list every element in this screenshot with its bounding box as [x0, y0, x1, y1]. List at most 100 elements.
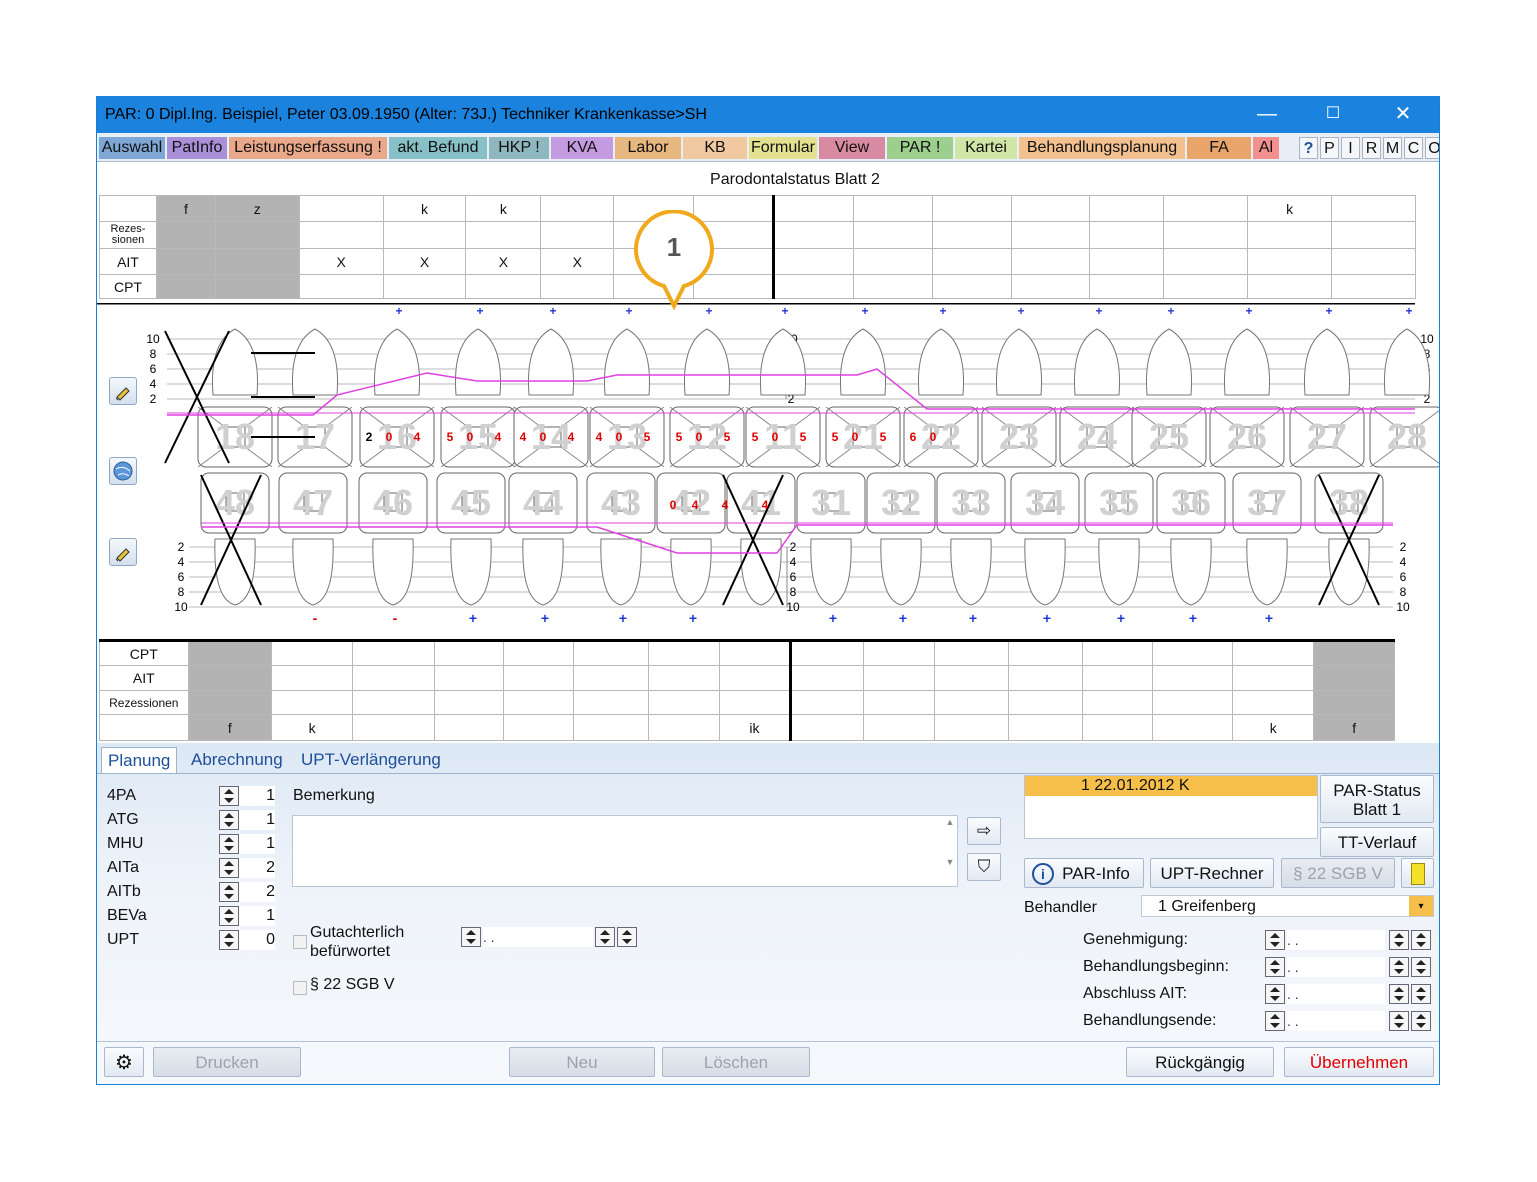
- lower-cell[interactable]: [503, 640, 574, 666]
- date-spinner[interactable]: [1389, 984, 1409, 1004]
- upper-cell[interactable]: [852, 274, 933, 299]
- chevron-down-icon[interactable]: ▾: [1409, 896, 1433, 916]
- lower-cell[interactable]: [352, 714, 435, 741]
- lower-cell[interactable]: [718, 640, 793, 666]
- lower-cell[interactable]: [352, 690, 435, 715]
- lower-cell[interactable]: [1007, 690, 1084, 715]
- upper-cell[interactable]: X: [382, 248, 467, 275]
- date-spinner[interactable]: [1411, 984, 1431, 1004]
- tab-9[interactable]: View: [819, 137, 885, 159]
- upper-cell[interactable]: X: [298, 248, 384, 275]
- plan-spinner[interactable]: [219, 858, 239, 878]
- upper-cell[interactable]: [382, 221, 467, 249]
- date-spinner[interactable]: [1411, 1011, 1431, 1031]
- gutachter-date[interactable]: . .: [483, 927, 593, 947]
- upper-cell[interactable]: [298, 274, 384, 299]
- sgb-checkbox[interactable]: [293, 981, 307, 995]
- lower-cell[interactable]: [934, 714, 1009, 741]
- status-list[interactable]: 1 22.01.2012 K: [1024, 775, 1318, 839]
- lower-cell[interactable]: [187, 640, 272, 666]
- lower-cell[interactable]: k: [1232, 714, 1315, 741]
- date-spinner[interactable]: [1411, 957, 1431, 977]
- lower-cell[interactable]: [1313, 640, 1395, 666]
- print-button[interactable]: Drucken: [153, 1047, 301, 1077]
- upper-cell[interactable]: [155, 221, 216, 249]
- gutachter-date-spin[interactable]: [461, 927, 481, 947]
- lower-cell[interactable]: f: [187, 714, 272, 741]
- upper-cell[interactable]: [465, 274, 542, 299]
- tab-10[interactable]: PAR !: [887, 137, 953, 159]
- lower-cell[interactable]: [790, 640, 864, 666]
- lower-cell[interactable]: [648, 640, 720, 666]
- toolbar-button-c[interactable]: C: [1404, 137, 1423, 159]
- upper-cell[interactable]: [772, 221, 854, 249]
- upper-cell[interactable]: k: [1247, 195, 1332, 222]
- lower-cell[interactable]: [862, 665, 936, 691]
- upper-cell[interactable]: [465, 221, 542, 249]
- upper-cell[interactable]: [931, 248, 1012, 275]
- upper-cell[interactable]: X: [540, 248, 615, 275]
- edit-upper-button[interactable]: [109, 377, 137, 405]
- lower-cell[interactable]: [352, 640, 435, 666]
- upper-cell[interactable]: [1331, 248, 1416, 275]
- lower-cell[interactable]: [1082, 714, 1153, 741]
- upper-cell[interactable]: X: [465, 248, 542, 275]
- remark-scrollbar[interactable]: ▲ ▼: [945, 817, 955, 867]
- lower-cell[interactable]: [1232, 690, 1315, 715]
- plan-spinner[interactable]: [219, 786, 239, 806]
- upper-cell[interactable]: [772, 195, 854, 222]
- gutachter-checkbox[interactable]: [293, 935, 307, 949]
- plan-spinner[interactable]: [219, 810, 239, 830]
- lower-cell[interactable]: [270, 640, 354, 666]
- lower-cell[interactable]: [790, 665, 864, 691]
- lower-cell[interactable]: [862, 714, 936, 741]
- upper-cell[interactable]: k: [465, 195, 542, 222]
- lower-cell[interactable]: [934, 665, 1009, 691]
- plan-value[interactable]: 2: [239, 858, 275, 878]
- undo-button[interactable]: Rückgängig: [1126, 1047, 1274, 1077]
- plan-spinner[interactable]: [219, 906, 239, 926]
- lower-cell[interactable]: [187, 690, 272, 715]
- plan-spinner[interactable]: [219, 930, 239, 950]
- lower-cell[interactable]: [1082, 640, 1153, 666]
- lower-cell[interactable]: [718, 690, 793, 715]
- upper-cell[interactable]: k: [382, 195, 467, 222]
- lower-cell[interactable]: [862, 640, 936, 666]
- lower-cell[interactable]: [1007, 640, 1084, 666]
- upper-cell[interactable]: [693, 274, 775, 299]
- lower-cell[interactable]: [648, 690, 720, 715]
- toolbar-button-o[interactable]: O: [1425, 137, 1439, 159]
- plan-value[interactable]: 1: [239, 810, 275, 830]
- plan-value[interactable]: 1: [239, 906, 275, 926]
- upper-cell[interactable]: f: [155, 195, 216, 222]
- lower-cell[interactable]: [270, 665, 354, 691]
- lower-cell[interactable]: [790, 714, 864, 741]
- upper-cell[interactable]: [772, 274, 854, 299]
- date-spinner[interactable]: [1265, 957, 1285, 977]
- toolbar-button-i[interactable]: I: [1341, 137, 1360, 159]
- upper-cell[interactable]: [1089, 221, 1165, 249]
- lower-cell[interactable]: [503, 690, 574, 715]
- toolbar-button-p[interactable]: P: [1320, 137, 1339, 159]
- upper-cell[interactable]: [155, 274, 216, 299]
- clipboard-button[interactable]: [1401, 858, 1434, 888]
- lower-cell[interactable]: [572, 714, 650, 741]
- upper-cell[interactable]: [1089, 274, 1165, 299]
- date-field[interactable]: . .: [1287, 930, 1385, 950]
- date-field[interactable]: . .: [1287, 1011, 1385, 1031]
- lower-cell[interactable]: [572, 690, 650, 715]
- status-list-item[interactable]: 1 22.01.2012 K: [1025, 776, 1317, 796]
- date-spinner[interactable]: [1265, 984, 1285, 1004]
- date-spinner[interactable]: [1265, 930, 1285, 950]
- upper-cell[interactable]: [214, 221, 300, 249]
- tab-12[interactable]: Behandlungsplanung: [1019, 137, 1185, 159]
- upper-cell[interactable]: [772, 248, 854, 275]
- toolbar-button-r[interactable]: R: [1362, 137, 1381, 159]
- upper-cell[interactable]: [1331, 221, 1416, 249]
- tab-abrechnung[interactable]: Abrechnung: [191, 750, 283, 769]
- lower-cell[interactable]: [1232, 665, 1315, 691]
- new-button[interactable]: Neu: [509, 1047, 655, 1077]
- gutachter-date-spin-2[interactable]: [595, 927, 615, 947]
- upper-cell[interactable]: [298, 221, 384, 249]
- upper-cell[interactable]: [214, 274, 300, 299]
